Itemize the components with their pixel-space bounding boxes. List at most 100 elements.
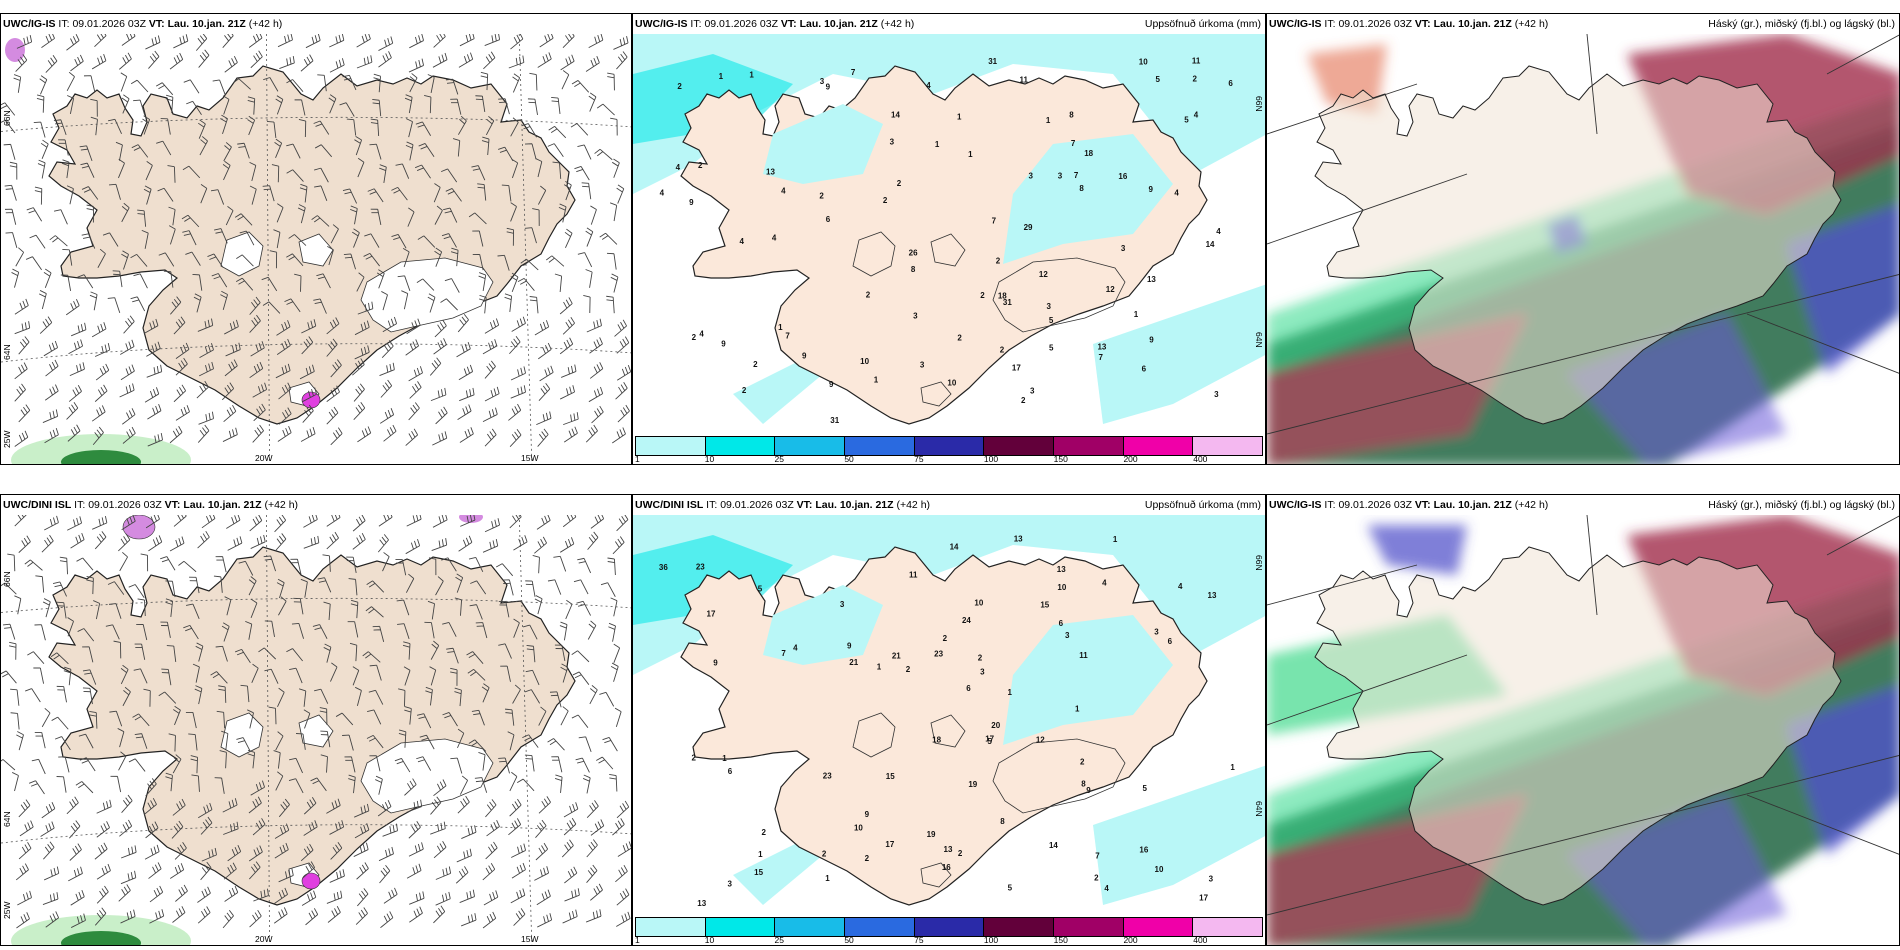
legend-label: 10 xyxy=(704,935,715,945)
precip-amount-label: 3 xyxy=(1209,874,1214,883)
precip-amount-label: 7 xyxy=(1098,353,1103,362)
vt-label: VT: xyxy=(1414,18,1431,30)
precip-amount-label: 3 xyxy=(1154,627,1159,636)
precip-amount-label: 3 xyxy=(820,77,825,86)
precip-amount-label: 4 xyxy=(781,187,786,196)
legend-label: 150 xyxy=(1053,454,1068,464)
precip-amount-label: 15 xyxy=(1040,600,1049,609)
vt-value: Lau. 10.jan. 21Z xyxy=(167,18,246,30)
precip-amount-label: 9 xyxy=(1086,786,1091,795)
precip-amount-label: 24 xyxy=(962,616,971,625)
lead-time: (+42 h) xyxy=(896,499,931,511)
precip-amount-label: 1 xyxy=(968,150,973,159)
precip-amount-label: 1 xyxy=(719,72,724,81)
legend-swatch xyxy=(1054,437,1124,455)
vt-value: Lau. 10.jan. 21Z xyxy=(815,499,894,511)
precip-amount-label: 6 xyxy=(728,767,733,776)
precip-amount-label: 17 xyxy=(707,610,716,619)
panel-title: UWC/DINI ISL IT: 09.01.2026 03Z VT: Lau.… xyxy=(3,495,298,515)
precip-amount-label: 3 xyxy=(1214,390,1219,399)
precip-amount-label: 5 xyxy=(758,585,763,594)
legend-swatch xyxy=(775,918,846,936)
precip-amount-label: 4 xyxy=(676,163,681,172)
precip-amount-label: 7 xyxy=(1074,171,1079,180)
precip-amount-label: 5 xyxy=(1049,344,1054,353)
panel-header: UWC/DINI ISL IT: 09.01.2026 03Z VT: Lau.… xyxy=(633,495,1265,515)
precip-amount-label: 9 xyxy=(829,380,834,389)
precip-amount-label: 1 xyxy=(1008,688,1013,697)
lon-label-20w: 20W xyxy=(255,934,273,944)
precip-amount-label: 9 xyxy=(1149,336,1154,345)
it-label: IT: xyxy=(1324,18,1336,30)
precip-amount-label: 10 xyxy=(947,379,956,388)
legend-swatch xyxy=(1054,918,1124,936)
legend-swatch xyxy=(705,918,776,936)
precip-amount-label: 23 xyxy=(696,562,705,571)
precip-amount-label: 10 xyxy=(1139,57,1148,66)
precip-amount-label: 3 xyxy=(920,361,925,370)
precip-amount-label: 18 xyxy=(932,736,941,745)
vt-label: VT: xyxy=(148,18,165,30)
precip-amount-label: 3 xyxy=(1058,171,1063,180)
precip-amount-label: 1 xyxy=(1230,763,1235,772)
precip-amount-label: 5 xyxy=(1049,316,1054,325)
panel-title: UWC/IG-IS IT: 09.01.2026 03Z VT: Lau. 10… xyxy=(1269,495,1548,515)
precip-amount-label: 7 xyxy=(851,68,856,77)
precip-amount-label: 16 xyxy=(942,863,951,872)
it-label: IT: xyxy=(706,499,718,511)
precip-amount-label: 4 xyxy=(1194,110,1199,119)
lat-label-66n: 66N xyxy=(2,110,12,126)
precip-amount-label: 3 xyxy=(913,312,918,321)
precip-amount-label: 9 xyxy=(847,642,852,651)
precip-amount-label: 14 xyxy=(950,543,959,552)
legend-label: 1 xyxy=(635,454,640,464)
wind-map xyxy=(1,508,631,945)
precip-amount-label: 9 xyxy=(721,340,726,349)
legend-label: 400 xyxy=(1193,454,1208,464)
precip-amount-label: 10 xyxy=(854,823,863,832)
lat-label-66n: 66N xyxy=(2,571,12,587)
precip-amount-label: 6 xyxy=(826,215,831,224)
precip-amount-label: 2 xyxy=(866,290,871,299)
precip-amount-label: 1 xyxy=(1075,705,1080,714)
vt-value: Lau. 10.jan. 21Z xyxy=(1433,499,1512,511)
precip-amount-label: 31 xyxy=(830,416,839,425)
precip-amount-label: 8 xyxy=(1000,817,1005,826)
precip-amount-label: 4 xyxy=(739,237,744,246)
it-value: 09.01.2026 03Z xyxy=(88,499,162,511)
precip-amount-label: 2 xyxy=(958,849,963,858)
precip-amount-label: 8 xyxy=(911,265,916,274)
legend-swatch xyxy=(1123,437,1194,455)
product-title: Uppsöfnuð úrkoma (mm) xyxy=(1144,499,1261,511)
precip-amount-label: 2 xyxy=(996,256,1001,265)
precip-amount-label: 3 xyxy=(890,138,895,147)
precip-amount-label: 10 xyxy=(974,599,983,608)
precip-amount-label: 2 xyxy=(978,653,983,662)
model-name: UWC/DINI ISL xyxy=(3,499,72,511)
legend-swatch xyxy=(636,437,706,455)
legend-label: 25 xyxy=(774,935,785,945)
legend-label: 50 xyxy=(844,454,854,464)
precip-amount-label: 13 xyxy=(944,845,953,854)
legend-label: 1 xyxy=(635,935,640,945)
precip-amount-label: 6 xyxy=(1059,619,1064,628)
model-name: UWC/IG-IS xyxy=(3,18,56,30)
lat-label-64n: 64N xyxy=(2,811,12,827)
precip-amount-label: 9 xyxy=(689,198,694,207)
panel-title: UWC/IG-IS IT: 09.01.2026 03Z VT: Lau. 10… xyxy=(635,14,914,34)
precip-amount-label: 20 xyxy=(991,721,1000,730)
precip-amount-label: 7 xyxy=(781,649,786,658)
panel-title: UWC/IG-IS IT: 09.01.2026 03Z VT: Lau. 10… xyxy=(1269,14,1548,34)
precip-amount-label: 10 xyxy=(860,357,869,366)
precip-color-legend xyxy=(635,917,1263,937)
precip-amount-label: 2 xyxy=(1192,74,1197,83)
panel-header: UWC/IG-IS IT: 09.01.2026 03Z VT: Lau. 10… xyxy=(633,14,1265,34)
legend-swatch xyxy=(914,918,985,936)
precip-amount-label: 9 xyxy=(802,352,807,361)
it-label: IT: xyxy=(1324,499,1336,511)
precip-amount-label: 3 xyxy=(1121,244,1126,253)
lat-label-25w: 25W xyxy=(2,430,12,448)
precip-amount-label: 4 xyxy=(1216,227,1221,236)
legend-swatch xyxy=(984,918,1055,936)
precip-amount-label: 9 xyxy=(826,83,831,92)
